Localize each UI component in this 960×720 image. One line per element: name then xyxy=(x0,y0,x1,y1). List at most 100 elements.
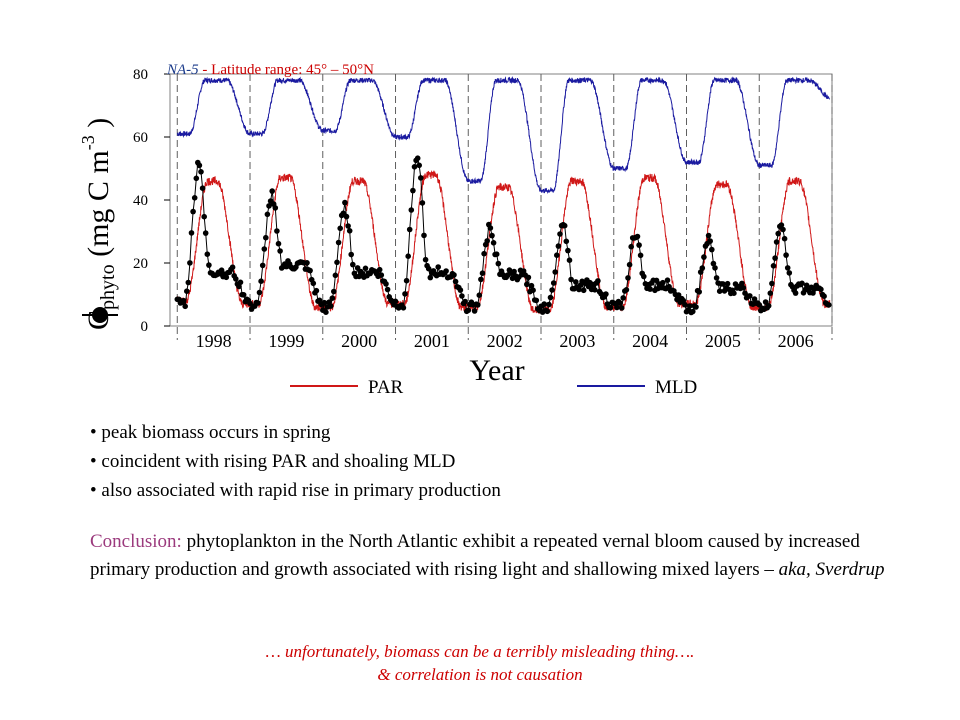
x-tick-label: 2001 xyxy=(414,331,450,351)
cphyto-point xyxy=(406,226,413,233)
cphyto-point xyxy=(275,240,282,247)
cphyto-point xyxy=(484,238,491,244)
cphyto-point xyxy=(272,205,279,211)
x-axis-label: Year xyxy=(469,354,524,387)
cphyto-point xyxy=(218,267,225,274)
cphyto-point xyxy=(552,269,558,275)
cphyto-point xyxy=(255,300,261,306)
bullet-list: peak biomass occurs in spring coincident… xyxy=(90,418,500,505)
cphyto-point xyxy=(751,296,758,302)
cphyto-point xyxy=(452,278,459,285)
cphyto-point xyxy=(568,276,574,283)
cphyto-point xyxy=(392,298,399,305)
cphyto-point xyxy=(724,280,731,287)
cphyto-point xyxy=(202,230,209,236)
bullet-item: also associated with rapid rise in prima… xyxy=(90,476,500,505)
cphyto-point xyxy=(799,280,805,287)
cphyto-point xyxy=(376,266,383,273)
cphyto-point xyxy=(184,288,190,295)
cphyto-point xyxy=(310,280,317,287)
cphyto-point xyxy=(327,303,334,309)
cphyto-point xyxy=(626,261,633,268)
cphyto-point xyxy=(419,200,426,206)
cphyto-point xyxy=(263,234,269,241)
cphyto-point xyxy=(321,299,328,306)
cphyto-point xyxy=(641,273,647,280)
legend: PAR MLD xyxy=(290,377,697,398)
cphyto-point xyxy=(636,242,642,248)
cphyto-point xyxy=(682,301,688,308)
cphyto-point xyxy=(462,298,468,305)
cphyto-point xyxy=(716,288,723,295)
cphyto-point xyxy=(555,243,562,249)
cphyto-point xyxy=(549,287,555,293)
cphyto-point xyxy=(528,282,535,289)
cphyto-point xyxy=(547,294,554,301)
cphyto-point xyxy=(332,272,339,279)
cphyto-point xyxy=(690,308,696,315)
cphyto-point xyxy=(400,305,407,311)
cphyto-point xyxy=(557,231,563,237)
cphyto-point xyxy=(576,286,582,293)
cphyto-point xyxy=(595,278,601,284)
cphyto-point xyxy=(345,223,351,229)
cphyto-point xyxy=(337,225,344,232)
cphyto-point xyxy=(323,309,329,316)
cphyto-point xyxy=(495,260,502,267)
cphyto-point xyxy=(603,291,609,297)
cphyto-point xyxy=(592,287,598,293)
cphyto-point xyxy=(580,287,587,294)
cphyto-point xyxy=(614,304,620,311)
cphyto-point xyxy=(191,195,198,201)
footnote-line-2: & correlation is not causation xyxy=(377,665,583,684)
cphyto-point xyxy=(541,301,547,307)
cphyto-point xyxy=(443,268,449,274)
cphyto-point xyxy=(713,275,720,281)
cphyto-point xyxy=(410,187,416,194)
cphyto-point xyxy=(405,253,412,259)
cphyto-point xyxy=(699,265,706,271)
chart-subtitle: NA-5 - Latitude range: 45° – 50°N xyxy=(167,62,374,79)
cphyto-point xyxy=(416,162,423,169)
cphyto-point xyxy=(274,228,280,234)
cphyto-point xyxy=(182,303,188,310)
cphyto-point xyxy=(775,230,781,237)
cphyto-point xyxy=(493,251,500,257)
cphyto-point xyxy=(803,282,810,289)
cphyto-point xyxy=(479,270,486,277)
cphyto-point xyxy=(459,293,465,299)
cphyto-point xyxy=(383,281,389,287)
cphyto-point xyxy=(266,203,272,209)
cphyto-point xyxy=(229,264,236,271)
cphyto-point xyxy=(422,256,429,263)
cphyto-point xyxy=(313,287,320,294)
cphyto-point xyxy=(731,290,737,297)
cphyto-point xyxy=(201,213,207,220)
cphyto-point xyxy=(261,246,268,252)
cphyto-point xyxy=(720,281,726,287)
cphyto-point xyxy=(196,162,203,169)
cphyto-point xyxy=(769,280,775,287)
cphyto-point xyxy=(190,208,196,215)
cphyto-point xyxy=(331,288,337,295)
y-tick-label: 80 xyxy=(133,67,148,83)
cphyto-point xyxy=(362,265,369,272)
cphyto-point xyxy=(240,292,247,298)
cphyto-point xyxy=(620,295,626,301)
cphyto-point xyxy=(554,252,560,258)
chart-area: 0 20 40 60 80 1998 1999 2000 2001 2002 2003 2004 20… xyxy=(82,67,833,398)
cphyto-point xyxy=(544,308,551,315)
cphyto-point xyxy=(489,232,495,239)
cphyto-point xyxy=(770,263,777,269)
cphyto-point xyxy=(187,260,193,266)
cphyto-point xyxy=(414,155,421,161)
footnote-line-1: … unfortunately, biomass can be a terrib… xyxy=(265,642,695,661)
x-tick-label: 1999 xyxy=(268,331,304,351)
cphyto-point xyxy=(471,308,478,314)
y-tick-label: 60 xyxy=(133,130,148,146)
cphyto-point xyxy=(566,257,573,264)
cphyto-point xyxy=(259,262,266,269)
cphyto-point xyxy=(206,262,212,268)
cphyto-point xyxy=(773,239,780,245)
cphyto-point xyxy=(198,169,204,175)
